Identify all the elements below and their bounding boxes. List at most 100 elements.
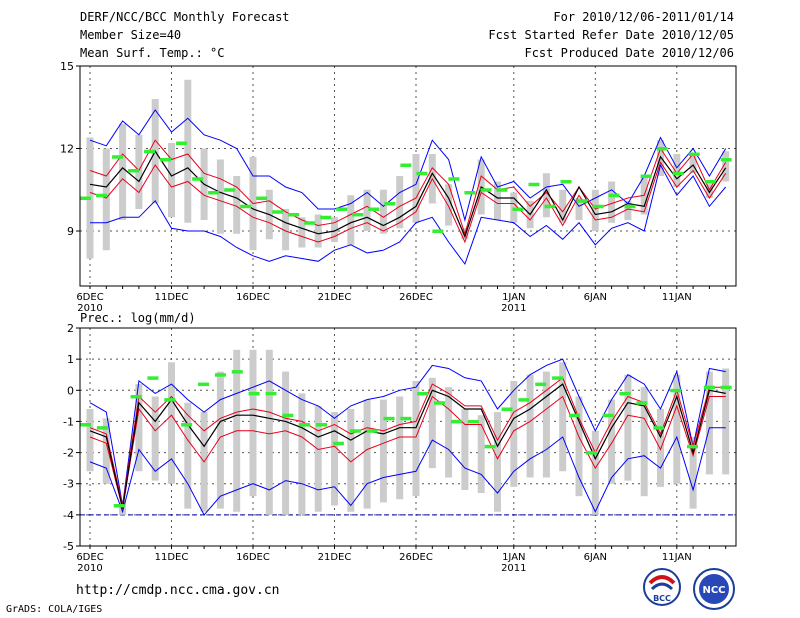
temp-red-max-line [89, 139, 727, 236]
prec-obs-marker [636, 401, 648, 405]
temp-obs-marker [400, 163, 412, 167]
temp-spread-box [298, 217, 306, 248]
prec-obs-marker [332, 441, 344, 446]
prec-spread-box [282, 371, 290, 515]
prec-xtick-label: 21DEC [318, 552, 352, 563]
temp-spread-box [233, 176, 241, 234]
ncc-logo-text: NCC [702, 585, 725, 596]
prec-obs-marker [164, 398, 176, 402]
temp-xtick-label: 6DEC [76, 292, 103, 303]
prec-spread-box [494, 412, 501, 512]
temp-obs-marker [432, 229, 444, 233]
prec-red-min-line [89, 395, 726, 509]
chart-title: DERF/NCC/BCC Monthly Forecast [80, 10, 290, 24]
temp-xtick-label: 21DEC [318, 292, 352, 303]
temp-spread-box [445, 184, 453, 226]
prec-ensemble-mean-line [89, 383, 726, 509]
prec-spread-box [461, 408, 469, 490]
temp-frame [79, 65, 737, 287]
prec-obs-marker [383, 416, 395, 421]
prec-obs-marker [198, 382, 210, 387]
prec-spread-box [526, 374, 534, 478]
prec-obs-marker [366, 429, 378, 433]
temp-obs-marker [256, 196, 268, 200]
temp-obs-marker [320, 215, 332, 220]
prec-obs-marker [585, 451, 597, 455]
prec-frame [79, 327, 737, 547]
prec-obs-marker [720, 385, 732, 390]
temp-obs-marker [656, 147, 668, 151]
prec-obs-marker [703, 385, 715, 390]
temp-xtick-label: 26DEC [399, 292, 433, 303]
temp-spread-box [314, 214, 322, 248]
temp-spread-box [216, 159, 224, 234]
temp-obs-marker [512, 207, 524, 211]
temp-ytick-label: 15 [60, 60, 74, 73]
temp-spread-box [282, 209, 290, 251]
prec-spread-box [575, 396, 583, 497]
prec-ytick-label: -3 [63, 478, 74, 491]
temp-obs-marker [304, 221, 316, 225]
source-url[interactable]: http://cmdp.ncc.cma.gov.cn [76, 583, 280, 598]
prec-red-max-line [89, 377, 726, 506]
prec-obs-marker [147, 376, 159, 380]
ncc-logo: NCC [693, 568, 735, 610]
temp-obs-marker [560, 180, 572, 184]
temp-spread-box [102, 148, 110, 251]
prec-spread-box [673, 374, 681, 484]
temp-obs-marker [272, 210, 284, 214]
temp-xtick-label: 16DEC [236, 292, 270, 303]
temp-spread-box [559, 189, 567, 223]
temp-obs-marker [720, 158, 732, 162]
prec-ytick-label: 0 [67, 384, 74, 397]
temp-red-min-line [89, 161, 727, 244]
temp-obs-marker [112, 155, 124, 159]
temp-spread-box [331, 217, 338, 242]
prec-spread-box [216, 371, 224, 509]
prec-spread-box [331, 412, 338, 506]
prec-spread-box [102, 418, 110, 484]
prec-obs-marker [434, 401, 446, 405]
prec-xtick-label: 11JAN [662, 552, 692, 563]
prec-ytick-label: -2 [63, 447, 74, 460]
temp-panel-title: Mean Surf. Temp.: °C [80, 46, 225, 60]
prec-obs-marker [299, 423, 311, 427]
prec-spread-box [477, 415, 485, 494]
prec-xtick-label: 1JAN [502, 552, 525, 563]
prec-spread-box [591, 430, 599, 515]
temp-obs-marker [576, 199, 588, 203]
temp-spread-box [379, 189, 387, 234]
temp-spread-box [542, 173, 550, 218]
prec-spread-box [151, 396, 159, 481]
prec-obs-marker [670, 388, 682, 393]
temp-obs-marker [160, 158, 172, 162]
prec-spread-box [689, 437, 697, 509]
temp-spread-box [673, 154, 681, 187]
temp-obs-marker [464, 191, 476, 195]
prec-spread-box [184, 402, 192, 509]
temp-obs-marker [80, 196, 91, 200]
prec-obs-marker [535, 382, 547, 387]
prec-spread-box [510, 380, 518, 487]
prec-ytick-label: 1 [67, 353, 74, 366]
temp-obs-marker [368, 207, 380, 211]
bcc-logo-text: BCC [653, 594, 671, 603]
temp-obs-marker [144, 149, 156, 154]
temp-obs-marker [128, 169, 140, 173]
temp-obs-marker [192, 177, 204, 181]
temp-obs-marker [208, 191, 220, 195]
temp-spread-box [705, 184, 713, 198]
temp-obs-marker [608, 193, 620, 198]
temp-spread-box [396, 176, 404, 229]
temp-obs-marker [528, 182, 540, 187]
prec-obs-marker [568, 413, 580, 418]
prec-obs-marker [349, 429, 361, 433]
temp-ytick-label: 9 [67, 225, 74, 238]
temp-obs-marker [240, 204, 252, 209]
prec-obs-marker [400, 416, 412, 421]
temp-obs-marker [704, 180, 716, 184]
prec-spread-box [445, 387, 453, 478]
temp-obs-marker [480, 188, 492, 192]
prec-xtick-label: 6DEC [76, 552, 103, 563]
temp-spread-box [591, 189, 599, 231]
